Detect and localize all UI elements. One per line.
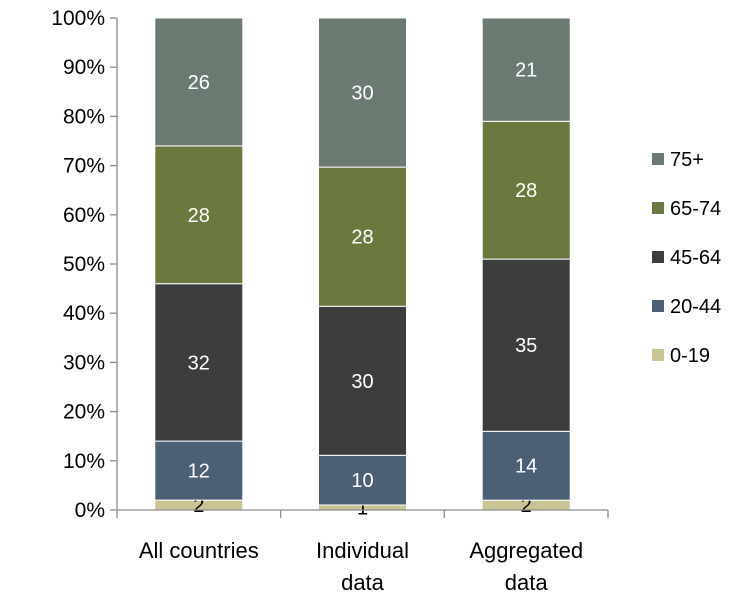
y-tick-label: 70% bbox=[63, 155, 105, 178]
y-tick-label: 50% bbox=[63, 253, 105, 276]
data-label: 1 bbox=[357, 498, 368, 520]
x-category-label: Aggregated bbox=[469, 538, 583, 563]
bars-layer: 2 12 32 28 26 1 10 30 28 30 2 14 35 28 21 bbox=[154, 17, 571, 520]
bar-segment bbox=[481, 430, 571, 501]
y-tick-label: 100% bbox=[51, 7, 105, 30]
bar-segment bbox=[154, 440, 244, 501]
data-label: 28 bbox=[515, 180, 537, 202]
data-label: 10 bbox=[351, 470, 373, 492]
data-label: 21 bbox=[515, 60, 537, 82]
x-category-label: data bbox=[505, 570, 549, 595]
data-label: 35 bbox=[515, 335, 537, 357]
data-label: 30 bbox=[351, 371, 373, 393]
data-label: 32 bbox=[188, 352, 210, 374]
y-tick-label: 0% bbox=[75, 499, 105, 522]
bar-segment bbox=[481, 258, 571, 432]
legend-swatch bbox=[652, 251, 664, 263]
data-label: 12 bbox=[188, 461, 210, 483]
legend-swatch bbox=[652, 153, 664, 165]
legend: 75+ 65-74 45-64 20-44 0-19 bbox=[652, 149, 721, 367]
axes-layer: 0% 10% 20% 30% 40% 50% 60% 70% 80% 90% 100% All cou… bbox=[51, 7, 609, 595]
bar-segment bbox=[481, 120, 571, 260]
legend-swatch bbox=[652, 349, 664, 361]
legend-label: 20-44 bbox=[670, 296, 721, 318]
x-category-label: All countries bbox=[139, 538, 259, 563]
legend-label: 75+ bbox=[670, 149, 704, 171]
y-tick-label: 40% bbox=[63, 302, 105, 325]
y-tick-label: 90% bbox=[63, 56, 105, 79]
data-label: 14 bbox=[515, 456, 537, 478]
y-tick-label: 20% bbox=[63, 401, 105, 424]
x-category-label: Individual bbox=[316, 538, 409, 563]
legend-label: 0-19 bbox=[670, 345, 710, 367]
y-tick-label: 80% bbox=[63, 105, 105, 128]
data-label: 30 bbox=[351, 83, 373, 105]
legend-swatch bbox=[652, 300, 664, 312]
data-label: 28 bbox=[351, 227, 373, 249]
data-label: 2 bbox=[193, 495, 204, 517]
bar-segment bbox=[154, 17, 244, 147]
bar-segment bbox=[318, 166, 407, 307]
y-tick-label: 60% bbox=[63, 204, 105, 227]
bar-segment bbox=[318, 17, 407, 168]
bar-segment bbox=[481, 17, 571, 122]
y-tick-label: 30% bbox=[63, 351, 105, 374]
legend-label: 45-64 bbox=[670, 247, 721, 269]
x-category-label: data bbox=[341, 570, 385, 595]
legend-label: 65-74 bbox=[670, 198, 721, 220]
bar-segment bbox=[318, 305, 407, 456]
legend-swatch bbox=[652, 202, 664, 214]
data-label: 26 bbox=[188, 72, 210, 94]
data-label: 2 bbox=[521, 495, 532, 517]
bar-segment bbox=[318, 454, 407, 506]
y-tick-label: 10% bbox=[63, 450, 105, 473]
data-label: 28 bbox=[188, 205, 210, 227]
bar-segment bbox=[154, 145, 244, 285]
